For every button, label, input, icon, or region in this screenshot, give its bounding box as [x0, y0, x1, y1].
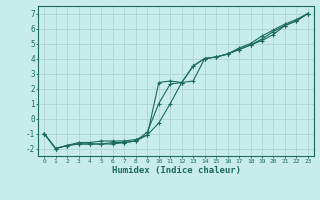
X-axis label: Humidex (Indice chaleur): Humidex (Indice chaleur) [111, 166, 241, 175]
